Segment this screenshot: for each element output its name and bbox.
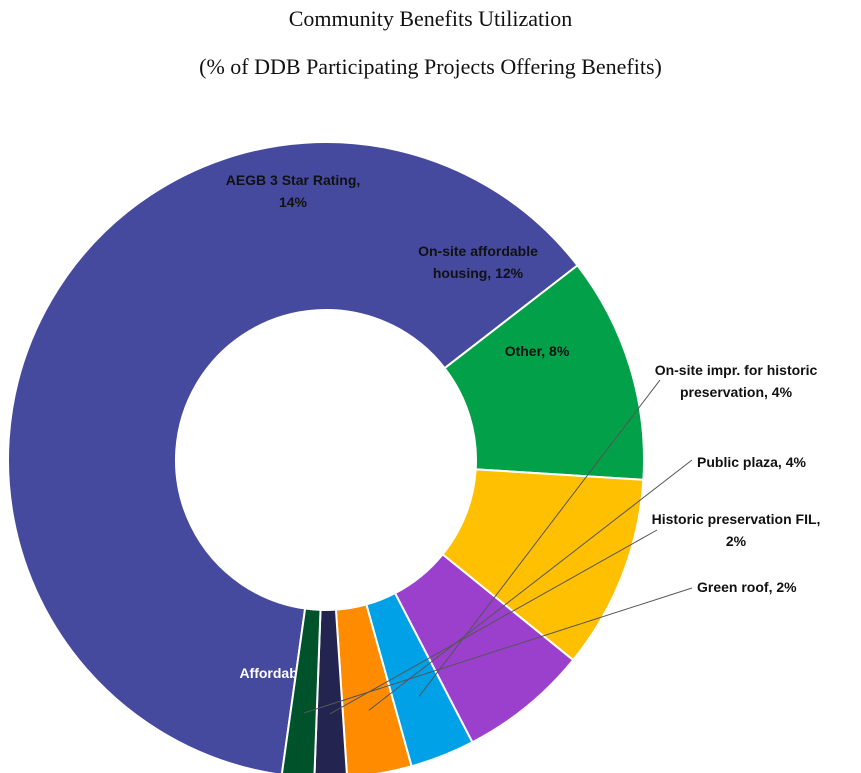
- label-on-site-impr-for-historic-preservation: On-site impr. for historic preservation, …: [655, 362, 818, 400]
- label-green-roof: Green roof, 2%: [697, 579, 797, 595]
- label-on-site-affordable-housing: On-site affordable housing, 12%: [418, 243, 538, 281]
- slice-green-roof: [281, 607, 322, 773]
- leader-line-on-site-impr-for-historic-preservation: [418, 379, 661, 697]
- slice-affordable-housing-fil: [7, 141, 579, 773]
- label-public-plaza: Public plaza, 4%: [697, 454, 806, 470]
- leader-line-historic-preservation-fil: [329, 529, 658, 715]
- chart-subtitle: (% of DDB Participating Projects Offerin…: [199, 54, 662, 79]
- label-historic-preservation-fil: Historic preservation FIL, 2%: [652, 511, 821, 549]
- slice-aegb-3-star-rating: [443, 263, 645, 481]
- leader-line-public-plaza: [368, 459, 693, 711]
- leader-line-green-roof: [303, 587, 693, 714]
- label-aegb-3-star-rating: AEGB 3 Star Rating, 14%: [226, 172, 361, 210]
- chart-title: Community Benefits Utilization: [288, 6, 573, 31]
- label-other: Other, 8%: [505, 343, 570, 359]
